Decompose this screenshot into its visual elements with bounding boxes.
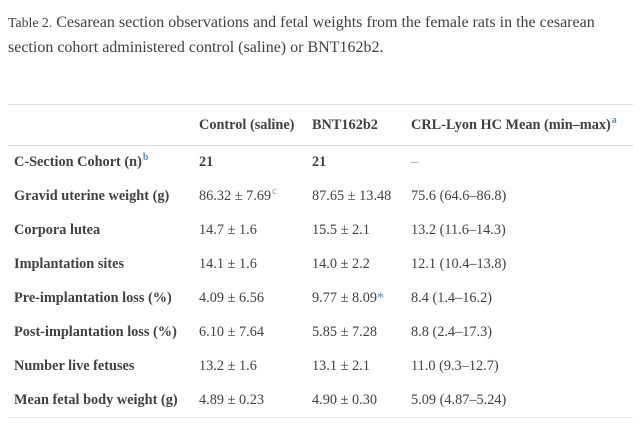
significance-asterisk: * (377, 290, 385, 306)
cell-value: 13.1 ± 2.1 (312, 358, 370, 374)
cell-value: 5.85 ± 7.28 (312, 324, 378, 340)
table-cell: 5.85 ± 7.28 (312, 316, 411, 350)
table-cell: – (411, 146, 633, 180)
results-table: Control (saline) BNT162b2 CRL-Lyon HC Me… (8, 104, 633, 418)
table-row: Mean fetal body weight (g) 4.89 ± 0.23 4.… (8, 383, 633, 418)
table-cell: 14.1 ± 1.6 (199, 248, 312, 282)
cell-value: 6.10 ± 7.64 (199, 324, 265, 340)
row-label: Gravid uterine weight (g) (14, 188, 170, 204)
row-label: Corpora lutea (14, 222, 101, 238)
table-row: Number live fetuses 13.2 ± 1.6 13.1 ± 2.1… (8, 350, 633, 384)
cell-value: – (411, 154, 419, 171)
table-cell: 14.0 ± 2.2 (312, 248, 411, 282)
cell-value: 15.5 ± 2.1 (312, 222, 370, 238)
table-header: Control (saline) BNT162b2 CRL-Lyon HC Me… (8, 104, 633, 146)
table-header-row: Control (saline) BNT162b2 CRL-Lyon HC Me… (8, 104, 633, 146)
table-cell: 21 (312, 146, 411, 180)
column-header-control: Control (saline) (199, 104, 312, 146)
row-label: Number live fetuses (14, 358, 135, 374)
table-cell: 13.2 ± 1.6 (199, 350, 312, 384)
table-cell: 5.09 (4.87–5.24) (411, 383, 633, 418)
cell-value: 8.8 (2.4–17.3) (411, 324, 493, 340)
column-header-crl-lyon: CRL-Lyon HC Mean (min–max)a (411, 104, 633, 146)
table-cell: 75.6 (64.6–86.8) (411, 180, 633, 214)
cell-value: 9.77 ± 8.09 (312, 290, 378, 306)
cell-value: 13.2 (11.6–14.3) (411, 222, 506, 238)
cell-value: 21 (312, 154, 327, 171)
row-label: Pre-implantation loss (%) (14, 290, 172, 306)
cell-value: 8.4 (1.4–16.2) (411, 290, 493, 306)
footnote-marker-b[interactable]: b (142, 152, 149, 164)
cell-value: 12.1 (10.4–13.8) (411, 256, 507, 272)
cell-value: 21 (199, 154, 214, 171)
cell-value: 11.0 (9.3–12.7) (411, 358, 499, 374)
table-caption: Table 2. Cesarean section observations a… (8, 10, 631, 60)
table-cell: 13.2 (11.6–14.3) (411, 214, 633, 248)
cell-value: 4.90 ± 0.30 (312, 391, 378, 408)
table-row: Pre-implantation loss (%) 4.09 ± 6.56 9.7… (8, 282, 633, 316)
table-body: C-Section Cohort (n)b 21 21 – Gravid uteri… (8, 146, 633, 418)
cell-value: 5.09 (4.87–5.24) (411, 391, 507, 408)
cell-value: 75.6 (64.6–86.8) (411, 188, 507, 204)
table-cell: 4.89 ± 0.23 (199, 383, 312, 418)
table-cell: 4.09 ± 6.56 (199, 282, 312, 316)
paper-page: Table 2. Cesarean section observations a… (8, 10, 633, 418)
table-number-label: Table 2. (8, 15, 53, 30)
footnote-marker-c[interactable]: c (272, 186, 277, 198)
table-cell: 11.0 (9.3–12.7) (411, 350, 633, 384)
row-label: Mean fetal body weight (g) (8, 383, 199, 418)
table-row: Corpora lutea 14.7 ± 1.6 15.5 ± 2.1 13.2 (… (8, 214, 633, 248)
table-cell: 4.90 ± 0.30 (312, 383, 411, 418)
table-row: Gravid uterine weight (g) 86.32 ± 7.69c 8… (8, 180, 633, 214)
cell-value: 4.09 ± 6.56 (199, 290, 265, 306)
table-row: Implantation sites 14.1 ± 1.6 14.0 ± 2.2 1… (8, 248, 633, 282)
table-cell: 87.65 ± 13.48 (312, 180, 411, 214)
table-cell: 86.32 ± 7.69c (199, 180, 312, 214)
footnote-marker-a[interactable]: a (611, 115, 617, 127)
table-cell: 6.10 ± 7.64 (199, 316, 312, 350)
row-label: C-Section Cohort (n)b (14, 152, 149, 171)
table-cell: 14.7 ± 1.6 (199, 214, 312, 248)
cell-value: 87.65 ± 13.48 (312, 188, 392, 204)
cell-value: 86.32 ± 7.69 (199, 188, 272, 204)
cell-value: 14.1 ± 1.6 (199, 256, 257, 272)
table-cell: 12.1 (10.4–13.8) (411, 248, 633, 282)
cell-value: 4.89 ± 0.23 (199, 391, 265, 408)
table-caption-text: Cesarean section observations and fetal … (8, 14, 595, 56)
column-header-bnt162b2: BNT162b2 (312, 104, 411, 146)
cell-value: 14.7 ± 1.6 (199, 222, 257, 238)
table-cell: 21 (199, 146, 312, 180)
column-header-empty (8, 104, 199, 146)
table-row: Post-implantation loss (%) 6.10 ± 7.64 5.… (8, 316, 633, 350)
row-label: Implantation sites (14, 256, 125, 272)
cell-value: 13.2 ± 1.6 (199, 358, 257, 374)
table-cell: 9.77 ± 8.09* (312, 282, 411, 316)
table-cell: 15.5 ± 2.1 (312, 214, 411, 248)
table-cell: 13.1 ± 2.1 (312, 350, 411, 384)
table-cell: 8.4 (1.4–16.2) (411, 282, 633, 316)
table-cell: 8.8 (2.4–17.3) (411, 316, 633, 350)
row-label: Post-implantation loss (%) (14, 324, 177, 340)
cell-value: 14.0 ± 2.2 (312, 256, 370, 272)
table-row: C-Section Cohort (n)b 21 21 – (8, 146, 633, 180)
